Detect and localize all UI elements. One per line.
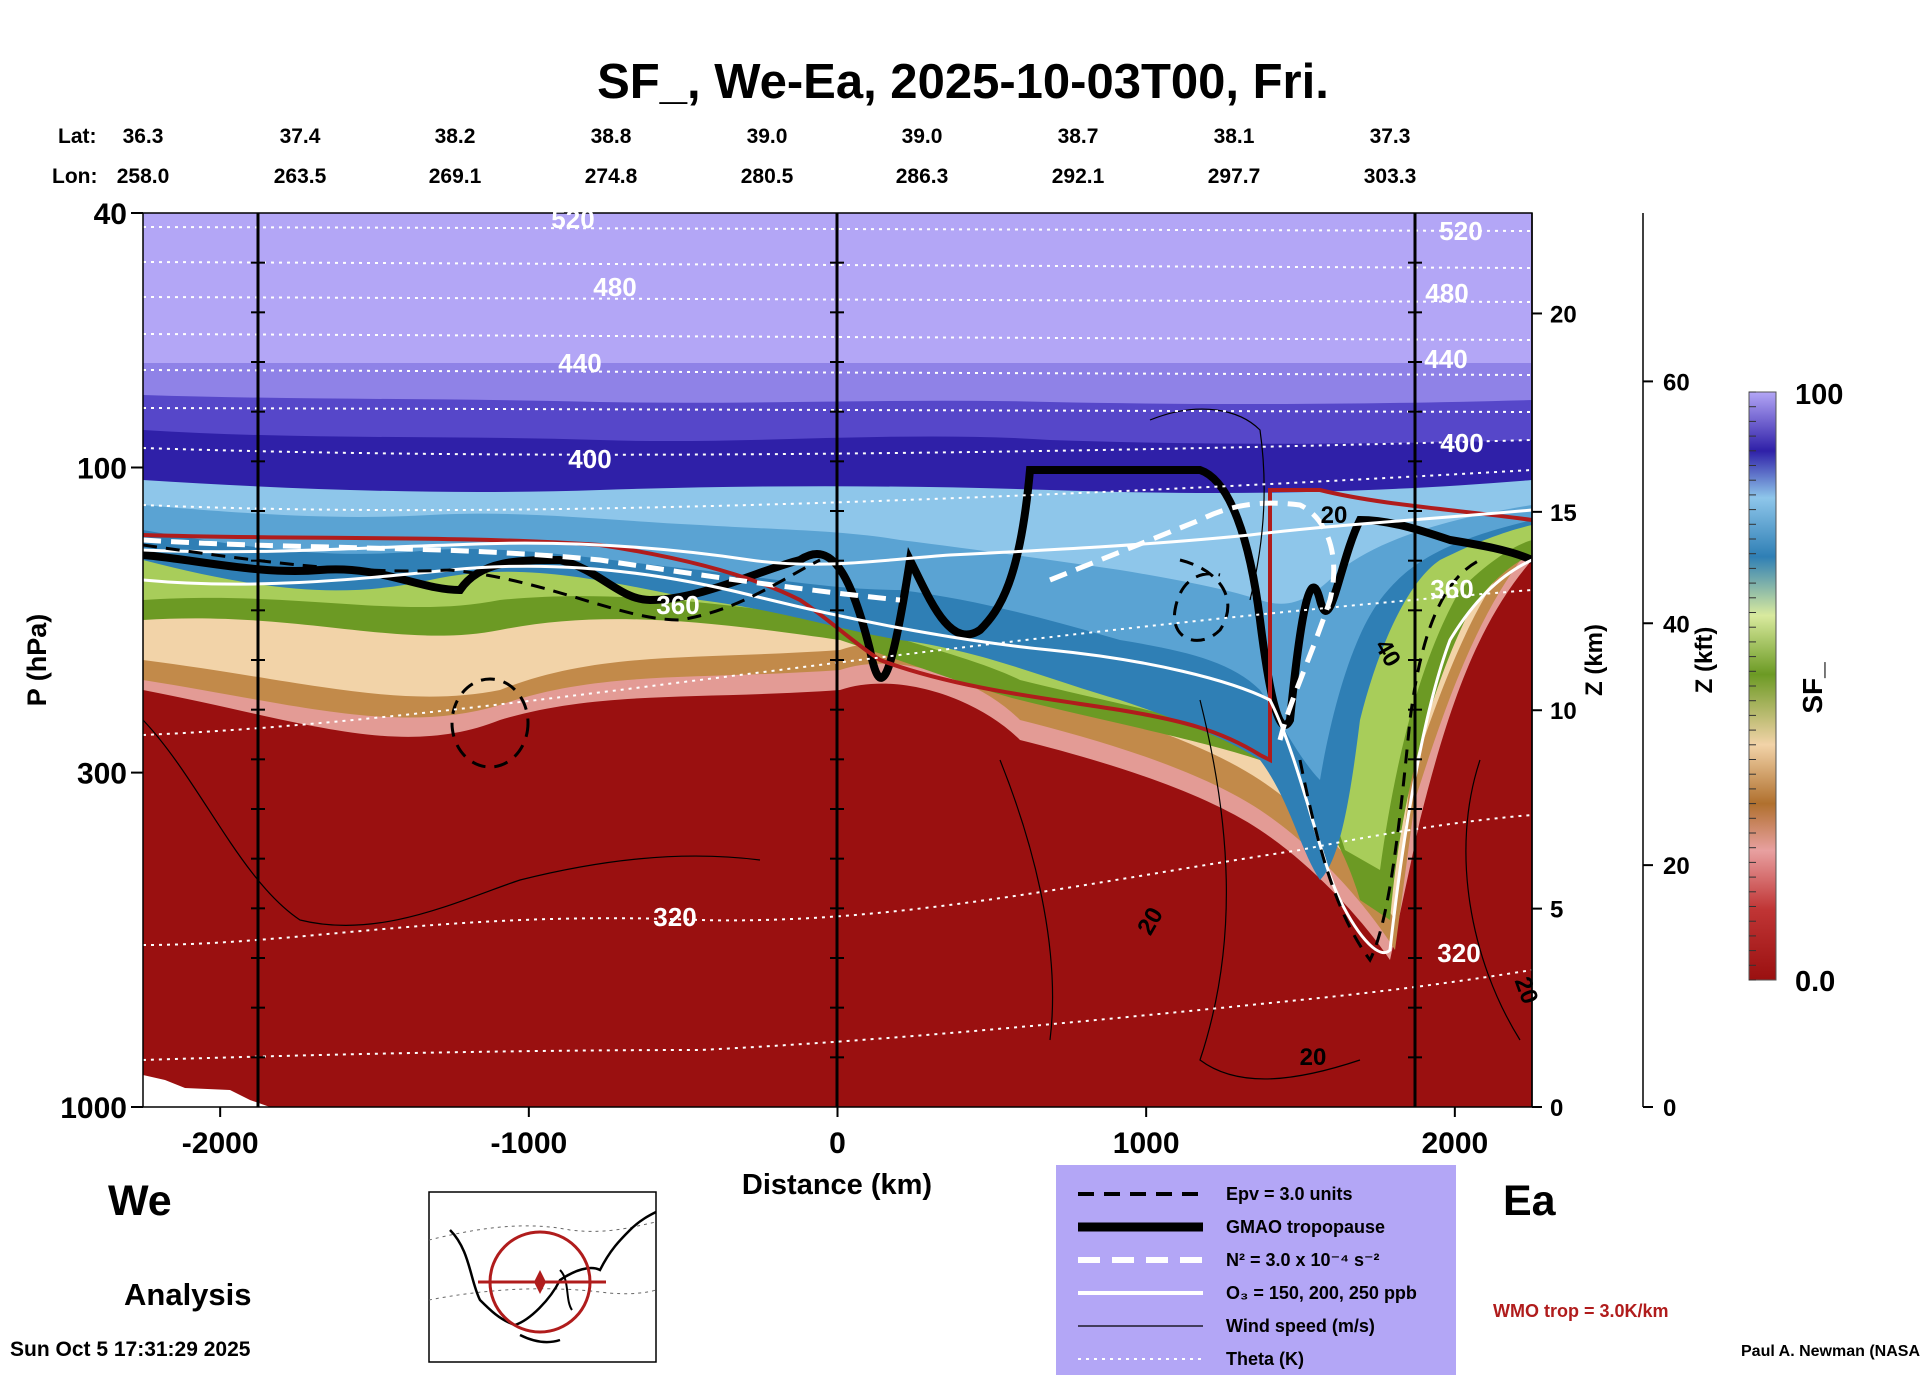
- theta-label: 520: [1439, 216, 1482, 246]
- y-tick-label: 1000: [60, 1092, 127, 1125]
- colorbar-ticks: [1749, 391, 1756, 981]
- theta-label: 440: [1424, 344, 1467, 374]
- x-tick-label: -1000: [490, 1127, 567, 1160]
- lon-value: 263.5: [274, 165, 327, 188]
- lat-value: 38.2: [435, 125, 476, 148]
- colorbar-label: SF_: [1797, 662, 1828, 714]
- lat-values: 36.3 37.4 38.2 38.8 39.0 39.0 38.7 38.1 37.3: [123, 125, 1411, 148]
- colorbar-min-label: 0.0: [1795, 966, 1835, 998]
- z-km-tick-label: 5: [1550, 897, 1563, 924]
- theta-label: 520: [551, 204, 594, 234]
- plot-area: [143, 213, 1532, 1107]
- lat-value: 36.3: [123, 125, 164, 148]
- wind-label: 20: [1300, 1044, 1327, 1071]
- reference-line-ticks: [251, 261, 1422, 1059]
- y-axis-label: P (hPa): [22, 614, 52, 707]
- x-tick-label: -2000: [182, 1127, 259, 1160]
- z-km-ticks: 0 5 10 15 20: [1532, 301, 1577, 1122]
- inset-map: [428, 1191, 657, 1363]
- lon-values: 258.0 263.5 269.1 274.8 280.5 286.3 292.1 297.7…: [117, 165, 1417, 188]
- lon-label: Lon:: [52, 165, 97, 188]
- legend-label: GMAO tropopause: [1226, 1217, 1385, 1237]
- theta-labels: 520 480 440 400 360 320 520 480 440 400 360 320: [551, 204, 1483, 968]
- wind-label: 20: [1321, 502, 1348, 529]
- z-kft-tick-label: 60: [1663, 369, 1690, 396]
- theta-label: 360: [1430, 574, 1473, 604]
- lon-value: 292.1: [1052, 165, 1105, 188]
- legend-box: [1056, 1165, 1456, 1375]
- lat-value: 38.8: [591, 125, 632, 148]
- wmo-label: WMO trop = 3.0K/km: [1493, 1301, 1669, 1321]
- theta-label: 480: [593, 272, 636, 302]
- legend-label: Epv = 3.0 units: [1226, 1184, 1353, 1204]
- legend-label: Theta (K): [1226, 1349, 1304, 1369]
- theta-label: 480: [1425, 278, 1468, 308]
- lat-value: 37.4: [280, 125, 321, 148]
- y-axis-ticks: 40 100 300 1000: [60, 198, 143, 1125]
- lon-value: 258.0: [117, 165, 170, 188]
- theta-label: 400: [1440, 428, 1483, 458]
- lat-value: 38.7: [1058, 125, 1099, 148]
- y-tick-label: 100: [77, 452, 127, 485]
- x-tick-label: 1000: [1113, 1127, 1180, 1160]
- legend: Epv = 3.0 units GMAO tropopause N² = 3.0 x…: [1078, 1184, 1417, 1369]
- lon-value: 297.7: [1208, 165, 1261, 188]
- lon-value: 303.3: [1364, 165, 1417, 188]
- y-tick-label: 300: [77, 758, 127, 791]
- lat-label: Lat:: [58, 125, 97, 148]
- z-kft-ticks: 0 20 40 60: [1643, 369, 1690, 1122]
- y-tick-label: 40: [94, 198, 127, 231]
- legend-label: Wind speed (m/s): [1226, 1316, 1375, 1336]
- z-kft-tick-label: 40: [1663, 611, 1690, 638]
- lon-value: 269.1: [429, 165, 482, 188]
- z-km-tick-label: 0: [1550, 1095, 1563, 1122]
- lon-value: 274.8: [585, 165, 638, 188]
- west-label: We: [108, 1177, 172, 1225]
- z-km-tick-label: 15: [1550, 500, 1577, 527]
- lat-value: 38.1: [1214, 125, 1255, 148]
- legend-label: N² = 3.0 x 10⁻⁴ s⁻²: [1226, 1250, 1379, 1270]
- z-km-tick-label: 20: [1550, 301, 1577, 328]
- z-km-tick-label: 10: [1550, 698, 1577, 725]
- x-tick-label: 2000: [1421, 1127, 1488, 1160]
- theta-label: 360: [656, 590, 699, 620]
- theta-label: 320: [653, 902, 696, 932]
- theta-label: 440: [558, 348, 601, 378]
- theta-label: 320: [1437, 938, 1480, 968]
- lat-value: 39.0: [902, 125, 943, 148]
- x-axis-label: Distance (km): [742, 1169, 932, 1201]
- east-label: Ea: [1503, 1177, 1557, 1225]
- analysis-label: Analysis: [124, 1277, 252, 1312]
- z-kft-tick-label: 20: [1663, 853, 1690, 880]
- chart-title: SF_, We-Ea, 2025-10-03T00, Fri.: [597, 55, 1329, 109]
- theta-label: 400: [568, 444, 611, 474]
- colorbar-max-label: 100: [1795, 379, 1843, 411]
- lat-value: 39.0: [747, 125, 788, 148]
- footer-credit: Paul A. Newman (NASA: [1741, 1343, 1920, 1360]
- z-kft-axis-label: Z (kft): [1691, 627, 1718, 694]
- lon-value: 280.5: [741, 165, 794, 188]
- z-km-axis-label: Z (km): [1581, 624, 1608, 696]
- footer-timestamp: Sun Oct 5 17:31:29 2025: [10, 1338, 251, 1361]
- lat-value: 37.3: [1370, 125, 1411, 148]
- z-kft-tick-label: 0: [1663, 1095, 1676, 1122]
- legend-label: O₃ = 150, 200, 250 ppb: [1226, 1283, 1417, 1303]
- x-tick-label: 0: [829, 1127, 846, 1160]
- lon-value: 286.3: [896, 165, 949, 188]
- x-axis-ticks: -2000 -1000 0 1000 2000: [182, 1107, 1488, 1160]
